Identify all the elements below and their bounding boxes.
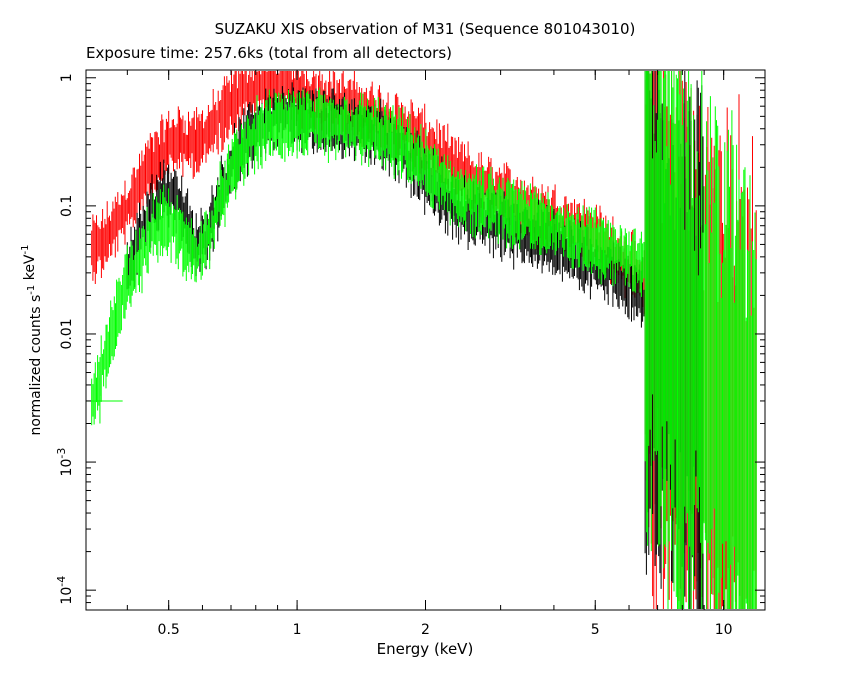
- y-tick-label: 0.1: [59, 195, 75, 217]
- chart-subtitle: Exposure time: 257.6ks (total from all d…: [86, 44, 453, 62]
- x-tick-label: 5: [591, 622, 600, 638]
- x-tick-label: 10: [715, 622, 733, 638]
- y-tick-label: 0.01: [59, 318, 75, 349]
- y-axis-label: normalized counts s-1 keV-1: [20, 245, 44, 436]
- y-tick-label: 1: [59, 73, 75, 82]
- series-layer: [86, 71, 757, 609]
- x-tick-label: 0.5: [158, 622, 180, 638]
- chart-title: SUZAKU XIS observation of M31 (Sequence …: [214, 20, 636, 38]
- x-tick-label: 2: [421, 622, 430, 638]
- x-axis-label: Energy (keV): [376, 640, 474, 658]
- x-tick-label: 1: [293, 622, 302, 638]
- y-tick-label: 10-3: [55, 448, 75, 477]
- series-2: [86, 71, 757, 609]
- y-tick-label: 10-4: [55, 576, 75, 605]
